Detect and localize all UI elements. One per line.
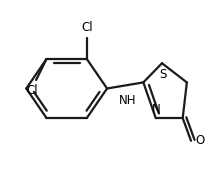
Text: S: S <box>159 68 167 81</box>
Text: Cl: Cl <box>26 84 38 97</box>
Text: N: N <box>151 103 160 116</box>
Text: Cl: Cl <box>81 21 93 34</box>
Text: NH: NH <box>118 94 136 107</box>
Text: O: O <box>196 134 205 147</box>
